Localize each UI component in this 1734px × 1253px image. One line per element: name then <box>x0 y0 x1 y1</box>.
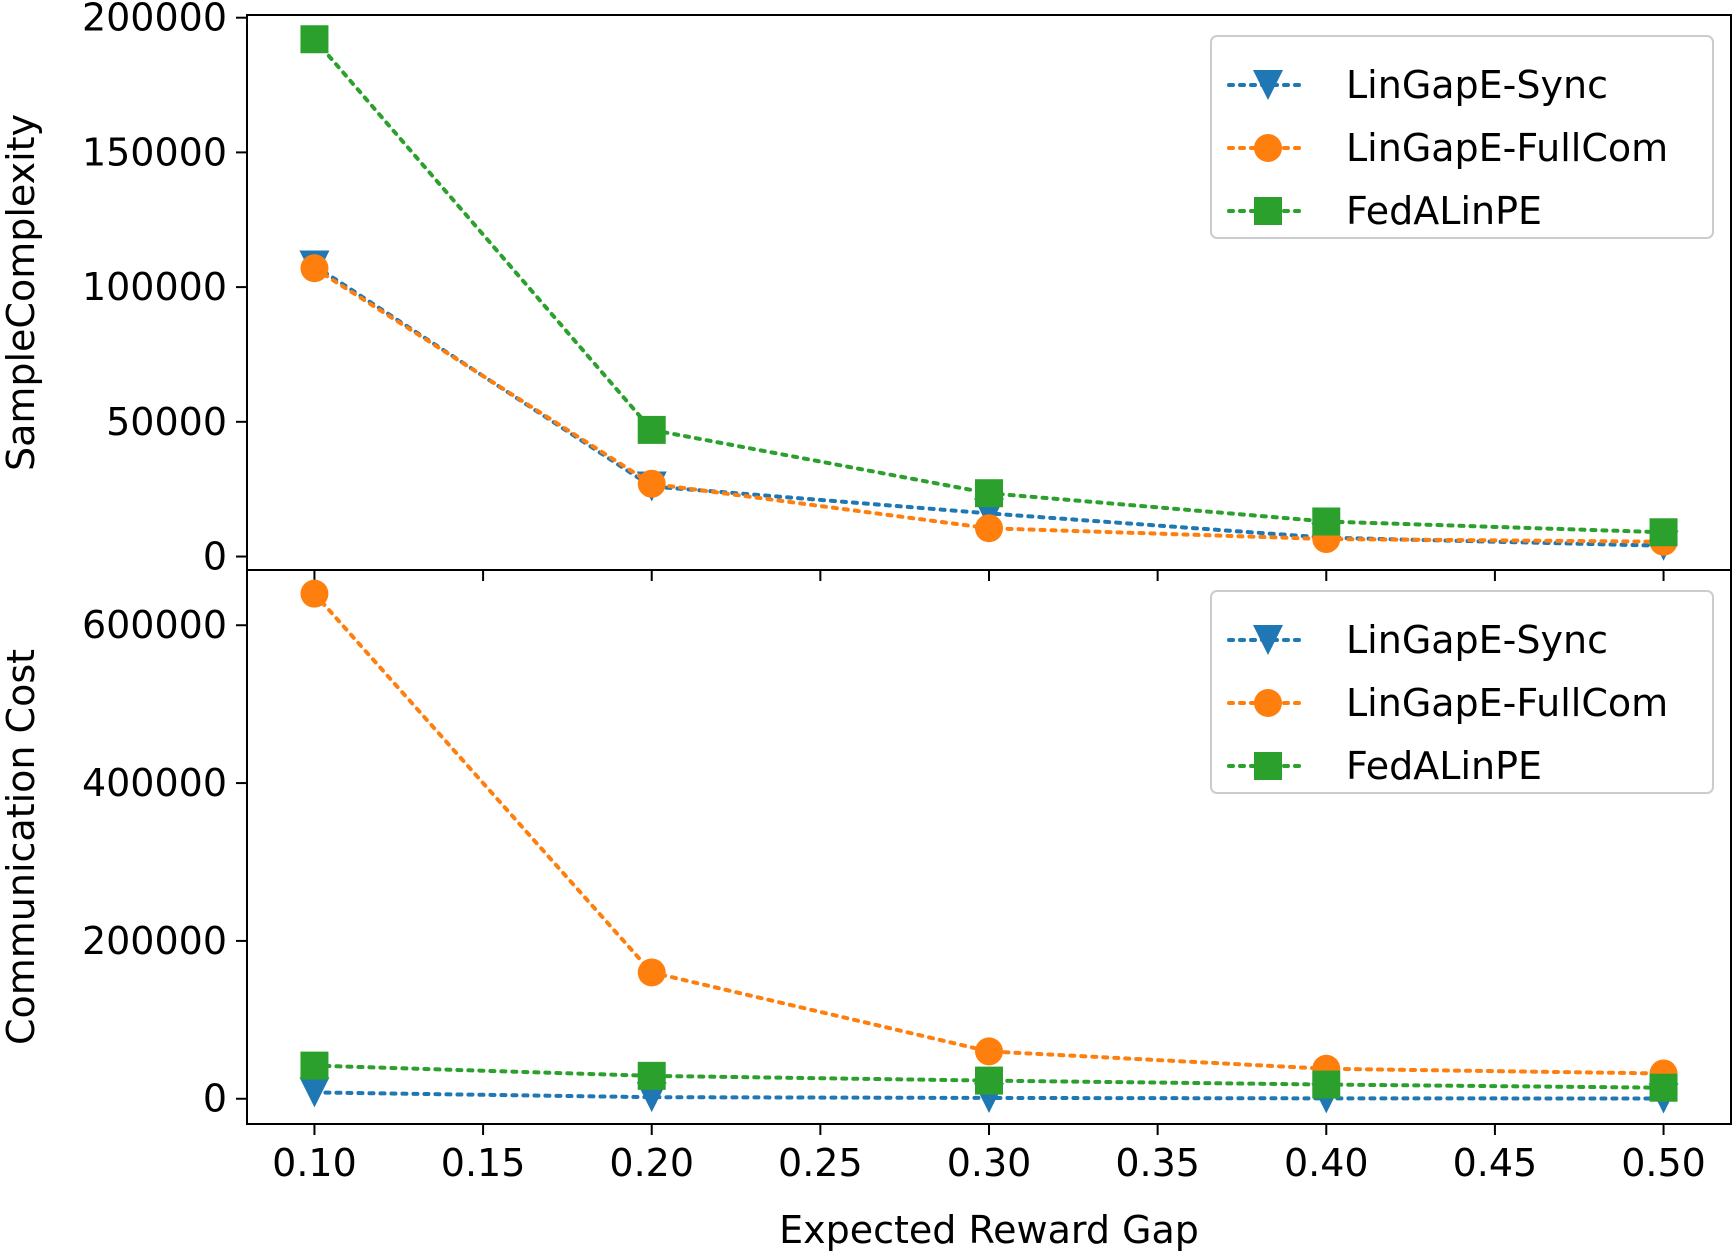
data-point <box>300 1051 329 1080</box>
legend-frame <box>1210 35 1714 239</box>
data-point <box>975 1066 1003 1095</box>
data-point <box>975 1037 1003 1066</box>
data-point <box>299 1077 330 1108</box>
legend-marker <box>1254 134 1282 162</box>
x-tick-label: 0.40 <box>1284 1141 1369 1185</box>
legend-marker <box>1254 197 1282 225</box>
chart-panel-top: 0 50000 100000 150000 200000 SampleComplexity… <box>0 0 1732 581</box>
data-point <box>637 469 666 498</box>
x-tick-label: 0.45 <box>1453 1141 1538 1185</box>
data-point <box>300 25 329 54</box>
y-tick-label: 200000 <box>82 0 227 40</box>
data-point <box>300 579 329 608</box>
legend: LinGapE-Sync LinGapE-FullCom FedALinPE <box>1210 590 1714 794</box>
data-point <box>300 254 329 283</box>
legend-frame <box>1210 590 1714 794</box>
data-point <box>637 415 666 444</box>
chart-panel-bottom: 0 200000 400000 600000 0.10 0.15 0.20 0.25 0.30 0… <box>0 569 1732 1252</box>
legend-marker <box>1254 689 1282 717</box>
x-tick-label: 0.15 <box>441 1141 526 1185</box>
data-point <box>637 1061 666 1090</box>
x-tick-label: 0.30 <box>947 1141 1032 1185</box>
legend-label: LinGapE-Sync <box>1346 63 1608 107</box>
legend-label: LinGapE-FullCom <box>1346 126 1668 170</box>
data-point <box>637 958 666 987</box>
x-tick-label: 0.10 <box>272 1141 357 1185</box>
y-tick-label: 400000 <box>82 761 227 805</box>
legend-marker <box>1254 752 1282 780</box>
y-tick-label: 150000 <box>82 130 227 174</box>
series-line <box>312 591 1666 1076</box>
legend-label: FedALinPE <box>1346 189 1542 233</box>
legend-label: FedALinPE <box>1346 744 1542 788</box>
y-tick-label: 0 <box>203 535 227 579</box>
data-point <box>1312 1070 1341 1099</box>
x-tick-label: 0.25 <box>778 1141 863 1185</box>
y-tick-label: 50000 <box>106 400 227 444</box>
x-axis-label: Expected Reward Gap <box>779 1208 1199 1252</box>
y-tick-label: 100000 <box>82 265 227 309</box>
y-tick-label: 600000 <box>82 603 227 647</box>
data-point <box>1649 1073 1678 1102</box>
data-point <box>1649 518 1678 547</box>
y-axis-label: Communication Cost <box>0 649 43 1045</box>
y-axis-label: SampleComplexity <box>0 114 43 471</box>
x-tick-label: 0.20 <box>609 1141 694 1185</box>
legend-marker <box>1253 625 1283 655</box>
data-point <box>975 479 1003 508</box>
legend: LinGapE-Sync LinGapE-FullCom FedALinPE <box>1210 35 1714 239</box>
data-point <box>1312 507 1341 536</box>
y-tick-label: 0 <box>203 1077 227 1121</box>
y-tick-label: 200000 <box>82 919 227 963</box>
x-tick-label: 0.50 <box>1621 1141 1706 1185</box>
legend-label: LinGapE-Sync <box>1346 618 1608 662</box>
x-tick-label: 0.35 <box>1115 1141 1200 1185</box>
legend-label: LinGapE-FullCom <box>1346 681 1668 725</box>
legend-marker <box>1253 70 1283 100</box>
data-point <box>975 514 1003 543</box>
